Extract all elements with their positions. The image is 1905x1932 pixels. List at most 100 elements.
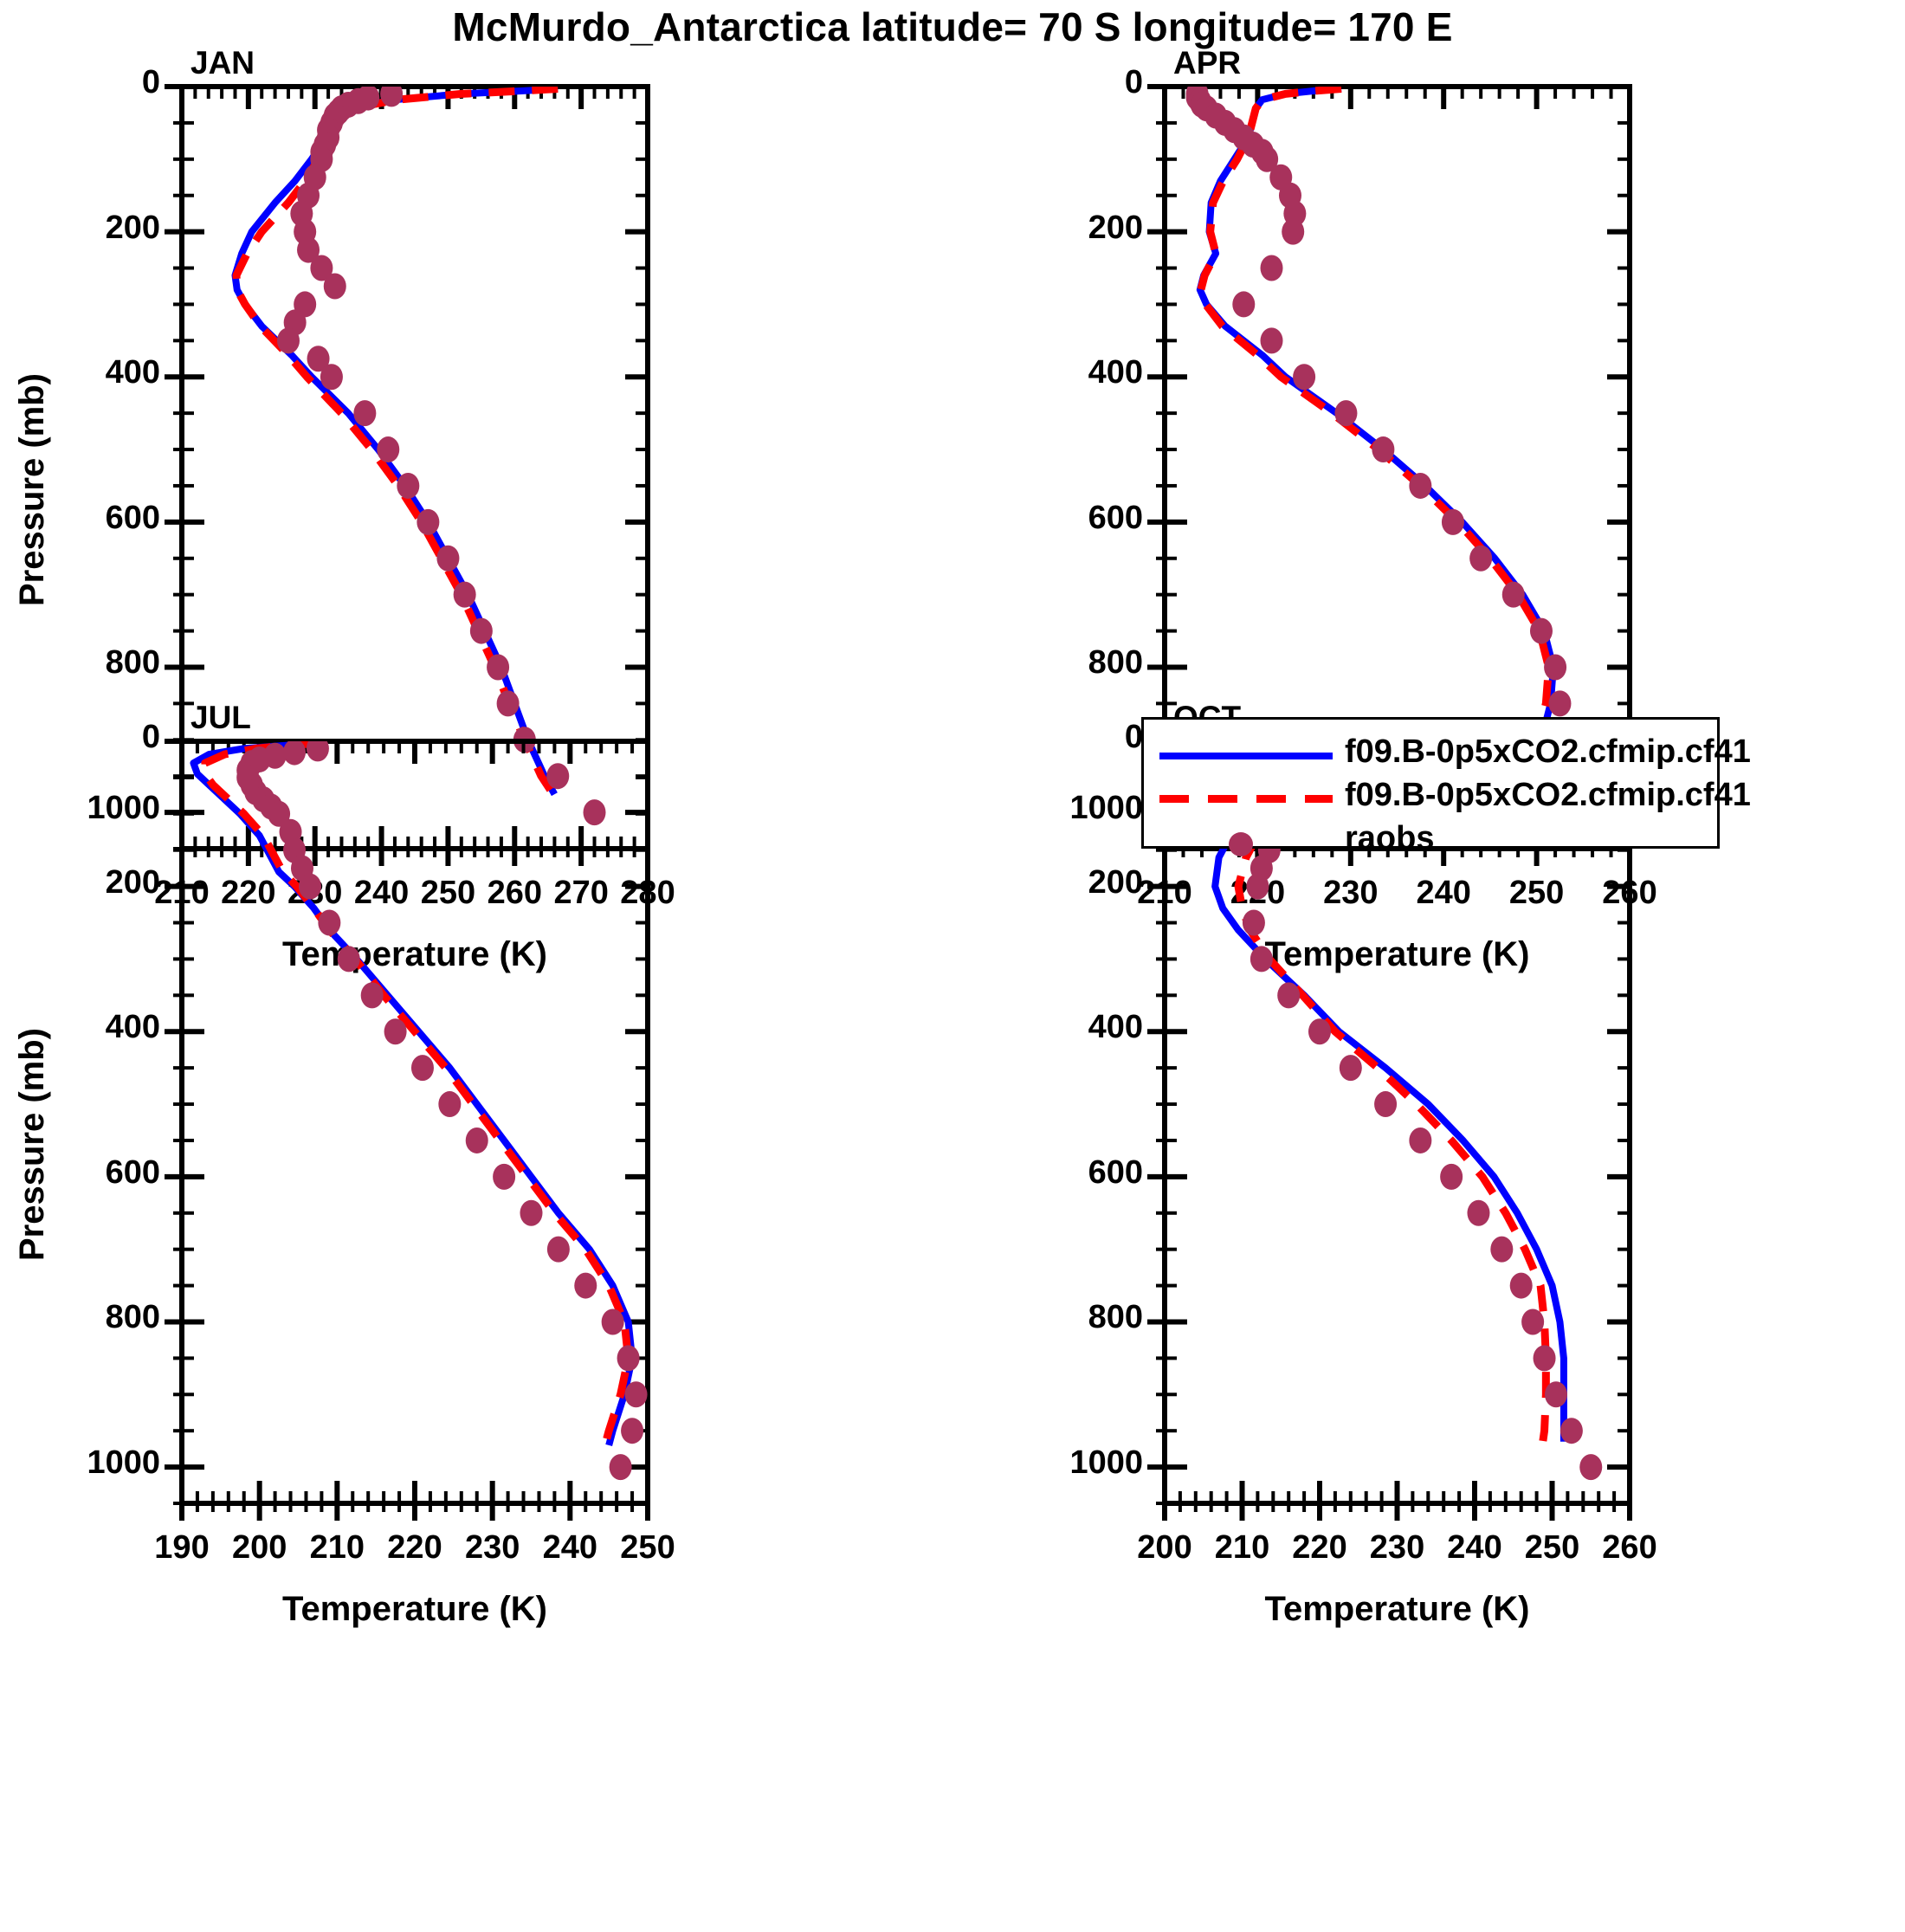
legend-marker-dot-icon bbox=[1229, 832, 1253, 856]
y-tick-label: 600 bbox=[1088, 499, 1143, 536]
data-marker bbox=[417, 508, 440, 535]
x-tick-label: 250 bbox=[420, 875, 476, 911]
data-marker bbox=[1260, 255, 1283, 281]
data-marker bbox=[1490, 1236, 1514, 1263]
x-tick-label: 200 bbox=[231, 1529, 287, 1566]
x-tick-label: 210 bbox=[154, 875, 210, 911]
data-marker bbox=[609, 1454, 632, 1481]
y-tick-label: 800 bbox=[105, 1299, 160, 1336]
y-tick-label: 800 bbox=[1088, 1299, 1143, 1336]
data-marker bbox=[1250, 946, 1273, 972]
data-marker bbox=[310, 145, 333, 172]
data-marker bbox=[436, 545, 460, 572]
x-tick-label: 280 bbox=[620, 875, 675, 911]
data-marker bbox=[624, 1381, 648, 1408]
data-marker bbox=[236, 757, 260, 784]
y-tick-label: 1000 bbox=[87, 790, 160, 827]
data-marker bbox=[1521, 1308, 1545, 1335]
panel-label-jan: JAN bbox=[190, 45, 255, 81]
data-marker bbox=[240, 750, 263, 777]
data-marker bbox=[306, 741, 329, 762]
data-marker bbox=[313, 132, 337, 158]
y-tick-label: 0 bbox=[141, 719, 160, 755]
data-marker bbox=[1339, 1055, 1362, 1082]
data-marker bbox=[1185, 87, 1209, 107]
legend: f09.B-0p5xCO2.cfmip.cf41 f09.B-0p5xCO2.c… bbox=[1141, 717, 1751, 856]
data-marker bbox=[1467, 1199, 1490, 1226]
data-marker bbox=[1223, 117, 1246, 144]
x-tick-label: 250 bbox=[620, 1529, 675, 1566]
data-marker bbox=[1188, 87, 1211, 114]
data-marker bbox=[268, 800, 291, 827]
data-marker bbox=[276, 327, 300, 354]
x-tick-label: 240 bbox=[1447, 1529, 1502, 1566]
data-marker bbox=[297, 236, 320, 263]
data-marker bbox=[283, 741, 307, 766]
figure-title: McMurdo_Antarctica latitude= 70 S longit… bbox=[452, 4, 1453, 49]
axes-frame bbox=[179, 739, 650, 1506]
data-marker bbox=[353, 400, 377, 427]
data-marker bbox=[1544, 1381, 1567, 1408]
x-tick-label: 230 bbox=[287, 875, 343, 911]
data-marker bbox=[1242, 132, 1265, 158]
x-tick-label: 250 bbox=[1508, 875, 1565, 911]
y-tick-label: 600 bbox=[105, 499, 160, 536]
series-line-solid bbox=[190, 741, 636, 1446]
data-marker bbox=[1372, 436, 1395, 463]
data-marker bbox=[1548, 690, 1572, 717]
x-tick-label: 200 bbox=[1137, 1529, 1192, 1566]
data-marker bbox=[330, 95, 353, 122]
data-marker bbox=[1260, 327, 1283, 354]
x-tick-label: 220 bbox=[221, 875, 276, 911]
data-marker bbox=[380, 87, 404, 107]
data-marker bbox=[294, 218, 317, 245]
series-line-solid bbox=[1196, 87, 1557, 790]
data-marker bbox=[520, 1199, 543, 1226]
data-marker bbox=[1469, 545, 1493, 572]
data-marker bbox=[465, 1127, 488, 1153]
y-tick-label: 200 bbox=[105, 209, 160, 246]
x-tick-label: 210 bbox=[309, 1529, 365, 1566]
y-tick-label: 600 bbox=[1088, 1153, 1143, 1191]
data-marker bbox=[279, 818, 302, 845]
data-marker bbox=[297, 182, 320, 209]
y-tick-label: 0 bbox=[1124, 719, 1143, 755]
y-tick-label: 400 bbox=[1088, 354, 1143, 391]
x-tick-label: 250 bbox=[1524, 1529, 1580, 1566]
data-marker bbox=[583, 799, 606, 826]
data-marker bbox=[1509, 1272, 1533, 1299]
data-marker bbox=[1334, 400, 1358, 427]
x-tick-label: 210 bbox=[1137, 875, 1192, 911]
x-axis-title: Temperature (K) bbox=[1264, 1590, 1530, 1628]
x-axis-title: Temperature (K) bbox=[282, 1590, 547, 1628]
data-marker bbox=[303, 164, 326, 191]
x-tick-label: 220 bbox=[387, 1529, 442, 1566]
data-marker bbox=[318, 909, 341, 936]
y-tick-label: 0 bbox=[1124, 64, 1143, 100]
data-marker bbox=[601, 1308, 624, 1335]
data-marker bbox=[252, 786, 275, 813]
legend-item-1[interactable]: f09.B-0p5xCO2.cfmip.cf41 bbox=[1144, 777, 1751, 822]
y-axis-title: Pressure (mb) bbox=[13, 1028, 51, 1261]
data-marker bbox=[546, 763, 570, 790]
y-tick-label: 800 bbox=[105, 644, 160, 682]
data-marker bbox=[513, 727, 536, 753]
y-tick-label: 400 bbox=[105, 1009, 160, 1046]
y-tick-label: 600 bbox=[105, 1153, 160, 1191]
y-tick-label: 0 bbox=[141, 64, 160, 100]
data-marker bbox=[410, 1055, 434, 1082]
data-marker bbox=[397, 472, 420, 499]
x-tick-label: 240 bbox=[353, 875, 410, 911]
data-marker bbox=[1293, 364, 1316, 391]
data-marker bbox=[290, 855, 313, 882]
legend-item-2[interactable]: raobs bbox=[1144, 820, 1717, 865]
x-axis-title: Temperature (K) bbox=[282, 935, 547, 973]
data-marker bbox=[1529, 617, 1553, 644]
data-marker bbox=[320, 364, 343, 391]
legend-item-0[interactable]: f09.B-0p5xCO2.cfmip.cf41 bbox=[1144, 733, 1751, 779]
